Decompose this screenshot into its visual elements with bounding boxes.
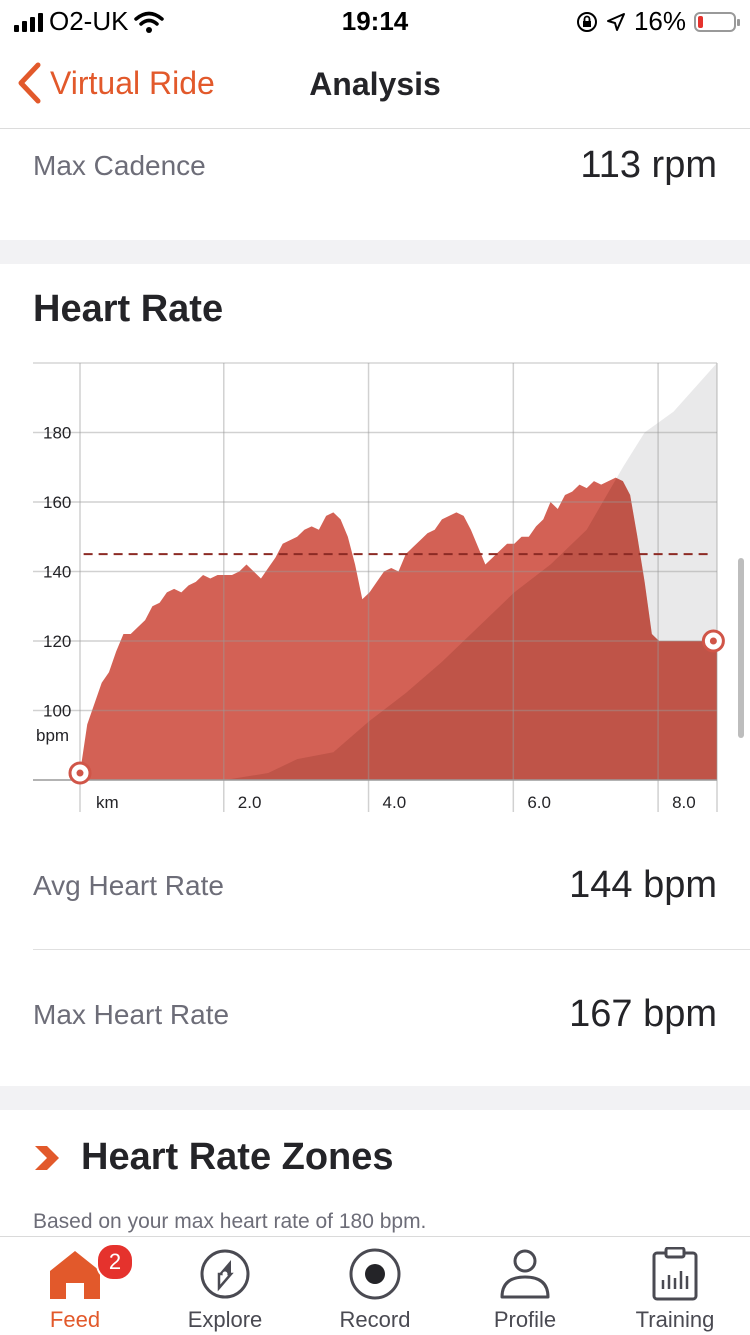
- compass-icon: [200, 1249, 250, 1299]
- navigation-bar: Virtual Ride Analysis: [0, 40, 750, 129]
- orientation-lock-icon: [576, 11, 597, 32]
- section-separator: [0, 240, 750, 264]
- max-cadence-row: Max Cadence 113 rpm: [33, 144, 717, 187]
- x-tick-label: 2.0: [238, 793, 262, 812]
- location-arrow-icon: [606, 12, 625, 31]
- marker-dot: [709, 637, 717, 645]
- max-heart-rate-row: Max Heart Rate 167 bpm: [33, 993, 717, 1036]
- heart-rate-chart[interactable]: 100 120 140 160 180 2.0 4.0 6.0 8.0 bpm km: [0, 345, 750, 820]
- battery-percent: 16%: [633, 6, 686, 36]
- max-cadence-label: Max Cadence: [33, 149, 206, 181]
- cellular-signal-icon: [14, 12, 43, 32]
- scrollbar[interactable]: [738, 558, 744, 738]
- tab-label: Profile: [493, 1307, 557, 1332]
- y-tick-label: 140: [43, 563, 71, 582]
- heart-rate-zones-header[interactable]: Heart Rate Zones: [33, 1136, 394, 1179]
- heart-rate-title: Heart Rate: [33, 288, 224, 330]
- tab-record[interactable]: Record: [300, 1237, 450, 1335]
- home-icon: [50, 1251, 100, 1299]
- heart-rate-series-0: [80, 477, 717, 780]
- carrier-label: O2-UK: [49, 6, 129, 36]
- chevron-right-icon: [35, 1145, 59, 1170]
- tab-bar: 2 Feed Explore Record Profile Training: [0, 1236, 750, 1335]
- tab-feed[interactable]: 2 Feed: [0, 1237, 150, 1335]
- max-heart-rate-label: Max Heart Rate: [33, 998, 230, 1030]
- profile-icon: [500, 1249, 550, 1299]
- battery-icon: [694, 11, 740, 32]
- tab-label: Training: [635, 1307, 715, 1332]
- tab-label: Explore: [187, 1307, 263, 1332]
- avg-heart-rate-row: Avg Heart Rate 144 bpm: [33, 864, 717, 907]
- y-unit-label: bpm: [36, 726, 69, 745]
- notification-badge: 2: [96, 1243, 134, 1281]
- status-bar: O2-UK 19:14 16%: [0, 0, 750, 40]
- section-separator: [0, 1086, 750, 1110]
- y-tick-label: 100: [43, 702, 71, 721]
- training-icon: [652, 1247, 698, 1301]
- y-tick-label: 160: [43, 493, 71, 512]
- y-tick-label: 180: [43, 424, 71, 443]
- tab-label: Record: [339, 1307, 411, 1332]
- record-icon: [349, 1248, 401, 1300]
- page-title: Analysis: [309, 66, 441, 102]
- tab-profile[interactable]: Profile: [450, 1237, 600, 1335]
- x-unit-label: km: [96, 793, 119, 812]
- tab-label: Feed: [49, 1307, 101, 1332]
- heart-rate-zones-subtitle: Based on your max heart rate of 180 bpm.: [33, 1210, 427, 1233]
- heart-rate-zones-title: Heart Rate Zones: [81, 1136, 394, 1178]
- x-tick-label: 4.0: [383, 793, 407, 812]
- divider: [33, 949, 750, 950]
- avg-heart-rate-value: 144 bpm: [569, 864, 717, 906]
- avg-heart-rate-label: Avg Heart Rate: [33, 869, 224, 901]
- marker-dot: [76, 769, 84, 777]
- max-heart-rate-value: 167 bpm: [569, 993, 717, 1035]
- y-tick-label: 120: [43, 632, 71, 651]
- tab-explore[interactable]: Explore: [150, 1237, 300, 1335]
- elevation-overlap: [80, 477, 717, 780]
- x-tick-label: 8.0: [672, 793, 696, 812]
- back-label: Virtual Ride: [50, 64, 215, 101]
- max-cadence-value: 113 rpm: [580, 144, 717, 186]
- clock: 19:14: [341, 6, 409, 36]
- tab-training[interactable]: Training: [600, 1237, 750, 1335]
- chevron-left-icon: [18, 62, 41, 104]
- back-button[interactable]: Virtual Ride: [16, 62, 215, 104]
- wifi-icon: [134, 11, 165, 33]
- x-tick-label: 6.0: [527, 793, 551, 812]
